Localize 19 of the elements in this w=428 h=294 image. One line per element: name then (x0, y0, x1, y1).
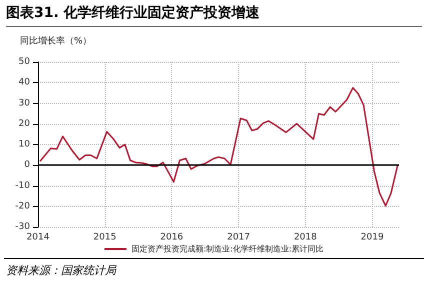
y-tick-label: 30 (18, 98, 30, 108)
y-tick-label: -20 (15, 201, 30, 212)
text: 资料来源：国家统计局 (6, 264, 117, 277)
y-tick-label: -30 (15, 222, 30, 232)
chart-title: 图表31. 化学纤维行业固定资产投资增速 (6, 4, 261, 21)
y-tick-label: 40 (18, 78, 30, 88)
y-tick-label: 10 (18, 140, 30, 150)
x-tick-label: 2016 (160, 232, 184, 242)
y-axis-title: 同比增长率（%） (20, 36, 92, 46)
x-tick-label: 2018 (294, 232, 318, 242)
x-tick-label: 2017 (227, 232, 250, 242)
y-tick-label: -10 (15, 180, 30, 191)
x-tick-label: 2015 (93, 232, 116, 242)
y-tick-label: 50 (18, 57, 30, 67)
x-tick-label: 2019 (360, 232, 384, 242)
y-tick-label: 0 (24, 160, 30, 170)
x-tick-label: 2014 (26, 232, 50, 242)
legend-label: 固定资产投资完成额:制造业:化学纤维制造业:累计同比 (131, 244, 324, 254)
y-tick-label: 20 (18, 118, 30, 129)
